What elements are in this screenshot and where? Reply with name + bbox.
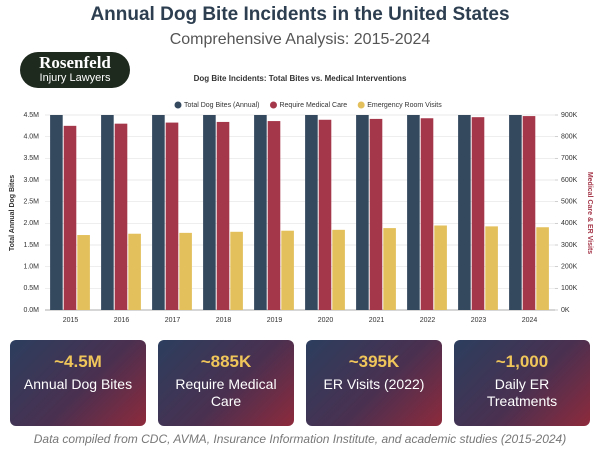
y-tick-label: 0.5M <box>23 285 39 292</box>
bar <box>471 117 485 310</box>
bar <box>50 115 63 310</box>
y-tick-label: 4.5M <box>23 112 39 119</box>
y2-tick-label: 200K <box>561 264 578 271</box>
y-axis-label: Total Annual Dog Bites <box>9 175 16 251</box>
bar <box>522 116 536 310</box>
x-tick-label: 2021 <box>369 317 385 324</box>
stat-value: ~1,000 <box>495 352 549 371</box>
bar <box>434 225 447 310</box>
y2-tick-label: 600K <box>561 177 578 184</box>
bar <box>458 115 471 310</box>
bar <box>216 121 230 310</box>
y-tick-label: 2.5M <box>23 199 39 206</box>
bar <box>383 228 396 310</box>
bar <box>305 115 318 310</box>
x-tick-label: 2018 <box>216 317 232 324</box>
bar <box>332 229 345 310</box>
stat-label: Daily ER Treatments <box>486 376 558 409</box>
legend-label: Emergency Room Visits <box>367 102 442 109</box>
chart-title: Dog Bite Incidents: Total Bites vs. Medi… <box>194 74 407 83</box>
y-tick-label: 3.5M <box>23 155 39 162</box>
logo-tagline: Injury Lawyers <box>39 72 111 84</box>
bar <box>420 118 434 310</box>
y-tick-label: 4.0M <box>23 134 39 141</box>
bar <box>230 231 243 310</box>
bar <box>179 232 192 310</box>
stat-cards: ~4.5M Annual Dog Bites ~885K Require Medica… <box>10 340 590 426</box>
y2-tick-label: 300K <box>561 242 578 249</box>
page-subtitle: Comprehensive Analysis: 2015-2024 <box>169 31 431 48</box>
y-tick-label: 2.0M <box>23 220 39 227</box>
y2-tick-label: 100K <box>561 285 578 292</box>
chart: Dog Bite Incidents: Total Bites vs. Medi… <box>9 74 593 324</box>
stat-card: ~885K Require Medical Care <box>158 340 294 426</box>
stat-card: ~4.5M Annual Dog Bites <box>10 340 146 426</box>
x-tick-label: 2015 <box>63 317 79 324</box>
bar <box>267 121 281 310</box>
bar <box>509 115 522 310</box>
bar <box>356 115 369 310</box>
bar <box>318 119 332 310</box>
logo-name: Rosenfeld <box>39 53 111 72</box>
x-tick-label: 2023 <box>471 317 487 324</box>
bar <box>369 118 383 311</box>
legend-swatch <box>269 101 277 109</box>
y2-tick-label: 700K <box>561 155 578 162</box>
y2-tick-label: 500K <box>561 199 578 206</box>
bar <box>77 235 90 310</box>
bar <box>407 115 420 310</box>
stat-value: ~885K <box>200 352 252 371</box>
legend-swatch <box>174 101 182 109</box>
bar <box>281 230 294 310</box>
x-tick-label: 2017 <box>165 317 181 324</box>
y2-axis-label: Medical Care & ER Visits <box>586 172 593 254</box>
stat-label: ER Visits (2022) <box>323 376 425 392</box>
bar <box>536 227 549 310</box>
y2-tick-label: 800K <box>561 134 578 141</box>
bar <box>114 123 128 310</box>
y2-tick-label: 900K <box>561 112 578 119</box>
y-tick-label: 1.5M <box>23 242 39 249</box>
bar <box>485 226 498 310</box>
x-tick-label: 2019 <box>267 317 283 324</box>
footer: Data compiled from CDC, AVMA, Insurance … <box>33 432 567 446</box>
bar <box>101 115 114 310</box>
stat-value: ~4.5M <box>54 352 102 371</box>
bar <box>63 125 77 310</box>
y-tick-label: 0.0M <box>23 307 39 314</box>
legend-label: Require Medical Care <box>279 102 347 109</box>
logo: Rosenfeld Injury Lawyers <box>20 52 130 88</box>
y2-tick-label: 0K <box>561 307 570 314</box>
x-tick-label: 2016 <box>114 317 130 324</box>
stat-label: Require Medical Care <box>175 376 277 409</box>
x-tick-label: 2024 <box>522 317 538 324</box>
stat-value: ~395K <box>348 352 400 371</box>
y2-tick-label: 400K <box>561 220 578 227</box>
stat-card: ~395K ER Visits (2022) <box>306 340 442 426</box>
page-title: Annual Dog Bite Incidents in the United … <box>90 4 510 25</box>
x-tick-label: 2022 <box>420 317 436 324</box>
y-tick-label: 3.0M <box>23 177 39 184</box>
bar <box>165 122 179 310</box>
bar <box>152 115 165 310</box>
bar <box>254 115 267 310</box>
y-tick-label: 1.0M <box>23 264 39 271</box>
stat-label: Annual Dog Bites <box>23 376 133 392</box>
bar <box>203 115 216 310</box>
x-tick-label: 2020 <box>318 317 334 324</box>
bar <box>128 233 141 310</box>
legend-swatch <box>357 101 365 109</box>
legend-label: Total Dog Bites (Annual) <box>184 102 259 109</box>
stat-card: ~1,000 Daily ER Treatments <box>454 340 590 426</box>
